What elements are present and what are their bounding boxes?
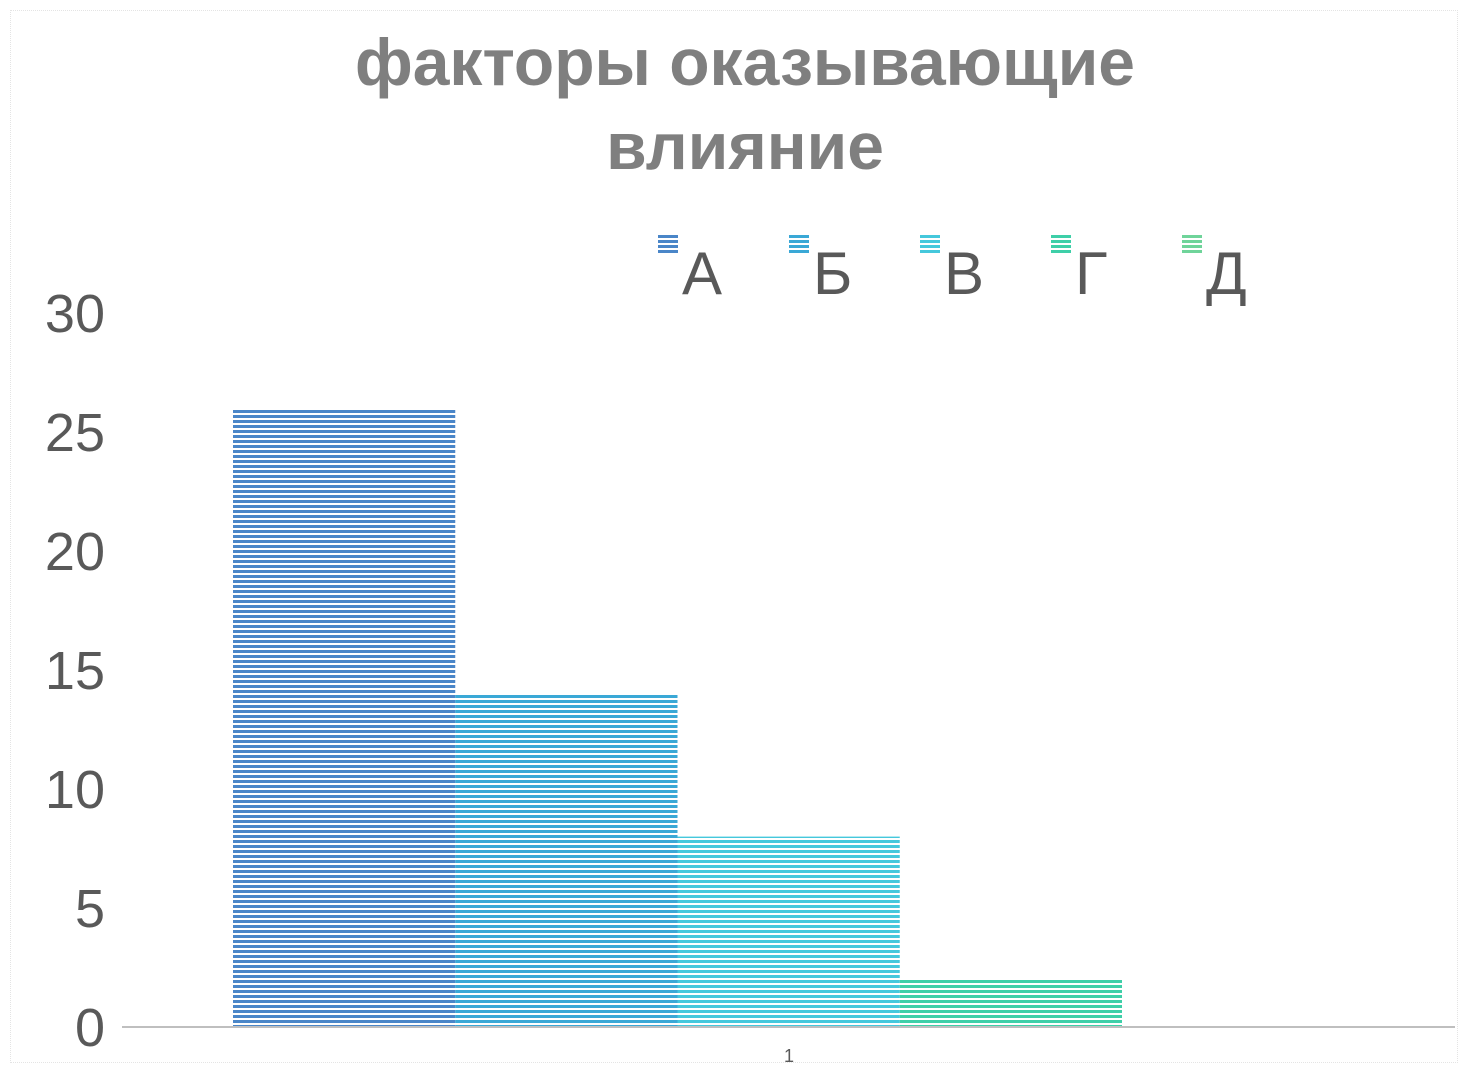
chart-title-line-1: факторы оказывающие (354, 25, 1136, 99)
legend-item-Б: Б (789, 234, 852, 307)
legend-item-Д: Д (1182, 234, 1247, 307)
bar-Б (455, 693, 678, 1027)
y-tick-label: 15 (45, 641, 105, 701)
y-axis: 0 5 10 15 20 25 30 (45, 284, 105, 1058)
legend-item-А: А (658, 234, 722, 307)
chart-legend: А Б В Г Д (658, 234, 1247, 307)
legend-label: А (682, 240, 722, 307)
y-tick-label: 20 (45, 522, 105, 582)
chart-frame (10, 10, 1458, 1063)
bar-В (677, 836, 900, 1027)
y-tick-label: 30 (45, 284, 105, 344)
x-tick-label: 1 (784, 1046, 794, 1065)
legend-swatch (920, 234, 940, 254)
legend-swatch (1182, 234, 1202, 254)
bar-А (233, 408, 456, 1027)
legend-item-В: В (920, 234, 984, 307)
chart-title-line-2: влияние (606, 109, 884, 183)
legend-label: В (944, 240, 984, 307)
legend-swatch (789, 234, 809, 254)
bar-Г (899, 979, 1122, 1027)
legend-label: Д (1206, 240, 1247, 307)
y-tick-label: 0 (75, 998, 105, 1058)
legend-swatch (658, 234, 678, 254)
legend-swatch (1051, 234, 1071, 254)
legend-item-Г: Г (1051, 234, 1108, 307)
x-axis: 1 (784, 1046, 794, 1065)
y-tick-label: 25 (45, 403, 105, 463)
y-tick-label: 5 (75, 879, 105, 939)
legend-label: Г (1075, 240, 1108, 307)
legend-label: Б (813, 240, 852, 307)
bars-group (233, 408, 1122, 1027)
y-tick-label: 10 (45, 760, 105, 820)
